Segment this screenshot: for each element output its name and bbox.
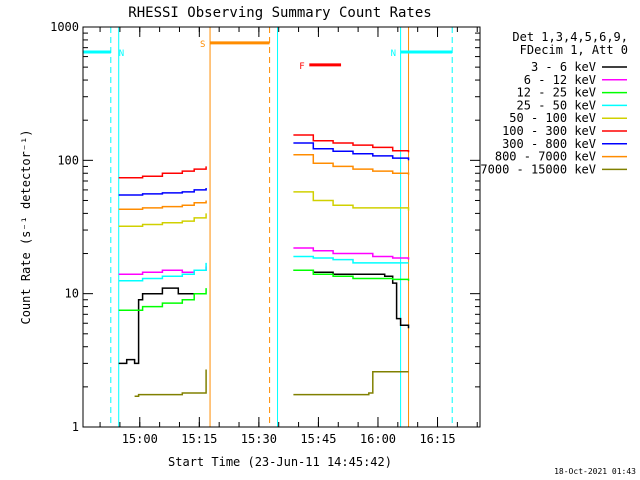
series-line bbox=[118, 262, 207, 282]
legend-label: 12 - 25 keV bbox=[517, 86, 596, 100]
chart-title: RHESSI Observing Summary Count Rates bbox=[128, 5, 431, 21]
series-line bbox=[118, 213, 207, 228]
series-line bbox=[293, 370, 409, 396]
x-tick-label: 15:00 bbox=[122, 432, 158, 446]
legend-label: 7000 - 15000 keV bbox=[480, 162, 596, 176]
timestamp: 18-Oct-2021 01:43 bbox=[554, 467, 636, 476]
x-tick-label: 16:15 bbox=[419, 432, 455, 446]
series-line bbox=[293, 154, 410, 175]
series-line bbox=[118, 287, 207, 365]
series-line bbox=[293, 255, 409, 264]
series-line bbox=[293, 269, 410, 329]
series-line bbox=[118, 166, 207, 179]
legend-label: 800 - 7000 keV bbox=[495, 150, 596, 164]
y-tick-label: 1000 bbox=[50, 20, 79, 34]
series-line bbox=[293, 142, 410, 161]
series-line bbox=[293, 134, 410, 153]
series-line bbox=[293, 191, 410, 211]
series-line bbox=[118, 288, 207, 312]
legend-label: 100 - 300 keV bbox=[502, 124, 596, 138]
x-tick-label: 15:30 bbox=[241, 432, 277, 446]
y-axis-label: Count Rate (s⁻¹ detector⁻¹) bbox=[19, 129, 33, 324]
state-bar-label: F bbox=[299, 62, 304, 72]
x-axis-label: Start Time (23-Jun-11 14:45:42) bbox=[168, 455, 392, 469]
state-bar-label: N bbox=[391, 49, 396, 59]
series-line bbox=[293, 247, 410, 260]
series-line bbox=[134, 369, 207, 398]
y-tick-label: 1 bbox=[72, 420, 79, 434]
series-line bbox=[118, 200, 207, 210]
y-tick-label: 100 bbox=[57, 153, 79, 167]
legend-label: 300 - 800 keV bbox=[502, 137, 596, 151]
y-tick-label: 10 bbox=[65, 287, 79, 301]
series-line bbox=[118, 188, 207, 196]
legend-label: 25 - 50 keV bbox=[517, 98, 596, 112]
series-line bbox=[118, 266, 207, 275]
plot-frame bbox=[82, 26, 481, 428]
state-bar-label: S bbox=[200, 40, 205, 50]
legend-label: 50 - 100 keV bbox=[509, 111, 596, 125]
legend-label: 3 - 6 keV bbox=[531, 60, 596, 74]
x-tick-label: 15:15 bbox=[181, 432, 217, 446]
x-tick-label: 15:45 bbox=[300, 432, 336, 446]
header-line-1: Det 1,3,4,5,6,9, bbox=[512, 30, 628, 44]
series-line bbox=[293, 269, 410, 281]
state-bar-label: N bbox=[119, 49, 124, 59]
legend-label: 6 - 12 keV bbox=[524, 73, 596, 87]
x-tick-label: 16:00 bbox=[360, 432, 396, 446]
header-line-2: FDecim 1, Att 0 bbox=[520, 43, 628, 57]
